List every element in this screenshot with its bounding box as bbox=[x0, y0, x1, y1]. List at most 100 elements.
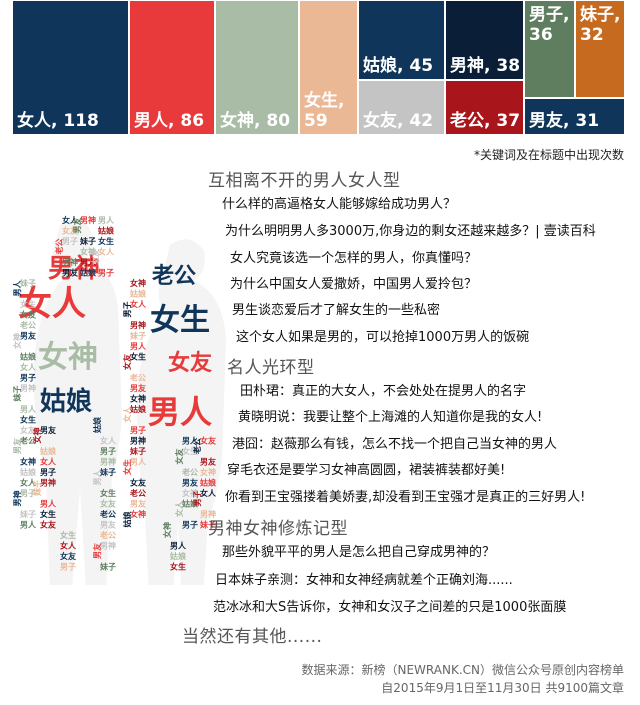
word-cloud-word: 妹子 bbox=[19, 509, 36, 519]
word-cloud-word: 女神 bbox=[80, 247, 96, 257]
headline: 那些外貌平平的男人是怎么把自己穿成男神的？ bbox=[222, 545, 496, 560]
word-cloud-word: 女生 bbox=[170, 562, 186, 572]
word-cloud-word: 男友 bbox=[12, 438, 22, 454]
word-cloud-word: 姑娘 bbox=[122, 511, 132, 528]
word-cloud-word: 男人 bbox=[130, 341, 147, 351]
word-cloud-word: 女生 bbox=[122, 459, 132, 475]
treemap-label: 老公, 37 bbox=[450, 111, 521, 131]
word-cloud-word: 女生 bbox=[40, 509, 56, 519]
headline: 穿毛衣还是要学习女神高圆圆，裙装裤装都好美! bbox=[227, 463, 506, 478]
word-cloud-word: 女人 bbox=[40, 457, 57, 467]
headline: 日本妹子亲测：女神和女神经病就差个正确刘海...... bbox=[215, 573, 513, 588]
word-cloud-word: 女友 bbox=[62, 226, 78, 236]
treemap-chart: 女人, 118 男人, 86 女神, 80 女生, 59 姑娘, 45 女友, 42 男神,… bbox=[0, 0, 640, 140]
word-cloud-word: 女友 bbox=[174, 449, 184, 465]
word-cloud-word: 老公 bbox=[181, 467, 198, 477]
treemap-cell-男子: 男子, 36 bbox=[524, 0, 575, 98]
source-line-1: 数据来源：新榜（NEWRANK.CN）微信公众号原创内容榜单 bbox=[301, 663, 624, 677]
word-cloud-word: 男子 bbox=[20, 489, 36, 498]
treemap-cell-女生: 女生, 59 bbox=[299, 0, 358, 135]
data-source: 数据来源：新榜（NEWRANK.CN）微信公众号原创内容榜单 自2015年9月1… bbox=[301, 661, 624, 697]
word-cloud-word: 男友 bbox=[200, 457, 216, 467]
word-cloud-word: 男子 bbox=[193, 491, 202, 507]
headline: 范冰冰和大S告诉你，女神和女汉子之间差的只是1000张面膜 bbox=[213, 600, 567, 615]
word-cloud-word: 姑娘 bbox=[98, 226, 115, 236]
headline: 男生谈恋爱后才了解女生的一些私密 bbox=[232, 303, 441, 318]
word-cloud-word: 姑娘 bbox=[20, 467, 37, 477]
word-cloud-word: 男人 bbox=[92, 469, 102, 486]
word-cloud-word: 妹子 bbox=[99, 467, 116, 477]
word-cloud-word: 女友 bbox=[130, 478, 146, 488]
treemap-cell-妹子: 妹子, 32 bbox=[575, 0, 625, 98]
word-cloud-word: 女人 bbox=[20, 478, 37, 488]
word-cloud-word: 老公 bbox=[151, 264, 196, 289]
word-cloud-word: 男友 bbox=[20, 331, 36, 341]
word-cloud-word: 男子 bbox=[130, 426, 146, 435]
headline: 女人究竟该选一个怎样的男人，你真懂吗？ bbox=[230, 251, 478, 266]
word-cloud-word: 姑娘 bbox=[40, 446, 57, 456]
word-cloud-word: 男神 bbox=[130, 436, 146, 446]
headline: 港囧：赵薇那么有钱，怎么不找一个把自己当女神的男人 bbox=[232, 437, 558, 452]
word-cloud-word: 老公 bbox=[99, 509, 116, 519]
word-cloud-word: 女友 bbox=[20, 310, 36, 320]
treemap-cell-女人: 女人, 118 bbox=[12, 0, 129, 135]
word-cloud-word: 女人 bbox=[98, 247, 115, 257]
word-cloud-word: 女友 bbox=[168, 350, 212, 376]
footnote: *关键词及在标题中出现次数 bbox=[473, 148, 624, 162]
word-cloud-word: 男子 bbox=[98, 269, 114, 278]
headline: 什么样的高逼格女人能够嫁给成功男人？ bbox=[222, 197, 457, 212]
word-cloud-word: 姑娘 bbox=[130, 289, 147, 299]
word-cloud-word: 女神 bbox=[130, 509, 146, 519]
word-cloud-word: 女生 bbox=[182, 446, 198, 456]
word-cloud-word: 女友 bbox=[90, 249, 100, 265]
word-cloud-word: 姑娘 bbox=[40, 386, 92, 417]
word-cloud-word: 老公 bbox=[54, 239, 64, 256]
word-cloud-word: 女人 bbox=[60, 541, 77, 551]
word-cloud-word: 男友 bbox=[72, 218, 82, 234]
word-cloud-word: 老公 bbox=[129, 373, 146, 383]
word-cloud-word: 男子 bbox=[20, 374, 36, 383]
headline: 你看到王宝强搂着美娇妻,却没看到王宝强才是真正的三好男人! bbox=[225, 490, 586, 505]
treemap-cell-男友: 男友, 31 bbox=[524, 98, 625, 135]
word-cloud-word: 女友 bbox=[122, 354, 132, 370]
word-cloud-word: 男人 bbox=[20, 404, 37, 414]
word-cloud-word: 女人 bbox=[62, 215, 79, 225]
word-cloud-word: 女友 bbox=[20, 425, 36, 435]
word-cloud-word: 女人 bbox=[174, 500, 184, 517]
word-cloud-word: 女神 bbox=[20, 457, 36, 467]
word-cloud-word: 男人 bbox=[182, 436, 199, 446]
word-cloud-word: 女神 bbox=[200, 467, 216, 477]
treemap-label: 姑娘, 45 bbox=[363, 56, 434, 76]
treemap-label: 妹子, 32 bbox=[580, 5, 621, 45]
word-cloud-word: 男人 bbox=[98, 215, 115, 225]
word-cloud-word: 老公 bbox=[99, 530, 116, 540]
word-cloud-word: 男人 bbox=[170, 541, 187, 551]
word-cloud-word: 女生 bbox=[20, 299, 36, 309]
section-title-1: 互相离不开的男人女人型 bbox=[208, 171, 401, 191]
word-cloud-word: 男子 bbox=[40, 468, 56, 477]
word-cloud-word: 姑娘 bbox=[200, 478, 217, 488]
source-line-2: 自2015年9月1日至11月30日 共9100篇文章 bbox=[381, 681, 624, 695]
word-cloud-word: 妹子 bbox=[12, 386, 22, 403]
word-cloud-word: 男人 bbox=[40, 499, 57, 509]
word-cloud-word: 女友 bbox=[200, 436, 216, 446]
word-cloud-word: 女神 bbox=[162, 522, 172, 538]
word-cloud-word: 男神 bbox=[62, 257, 78, 267]
word-cloud-word: 妹子 bbox=[129, 331, 146, 341]
word-cloud-word: 姑娘 bbox=[182, 499, 199, 509]
word-cloud-word: 男神 bbox=[130, 320, 146, 330]
treemap-label: 男人, 86 bbox=[134, 111, 205, 131]
word-cloud-word: 男友 bbox=[100, 520, 116, 530]
word-cloud-word: 女神 bbox=[38, 340, 98, 375]
headline: 为什么中国女人爱撒娇，中国男人爱拎包？ bbox=[230, 277, 478, 292]
word-cloud-word: 姑娘 bbox=[92, 416, 102, 433]
treemap-cell-姑娘: 姑娘, 45 bbox=[358, 0, 445, 80]
word-cloud-word: 女神 bbox=[130, 278, 146, 288]
treemap-cell-男神: 男神, 38 bbox=[445, 0, 524, 80]
word-cloud-word: 老公 bbox=[19, 436, 36, 446]
closing-line: 当然还有其他...... bbox=[182, 627, 323, 647]
word-cloud-word: 女人 bbox=[122, 406, 132, 423]
treemap-label: 女生, 59 bbox=[304, 91, 345, 131]
word-cloud-word: 女神 bbox=[130, 394, 146, 404]
